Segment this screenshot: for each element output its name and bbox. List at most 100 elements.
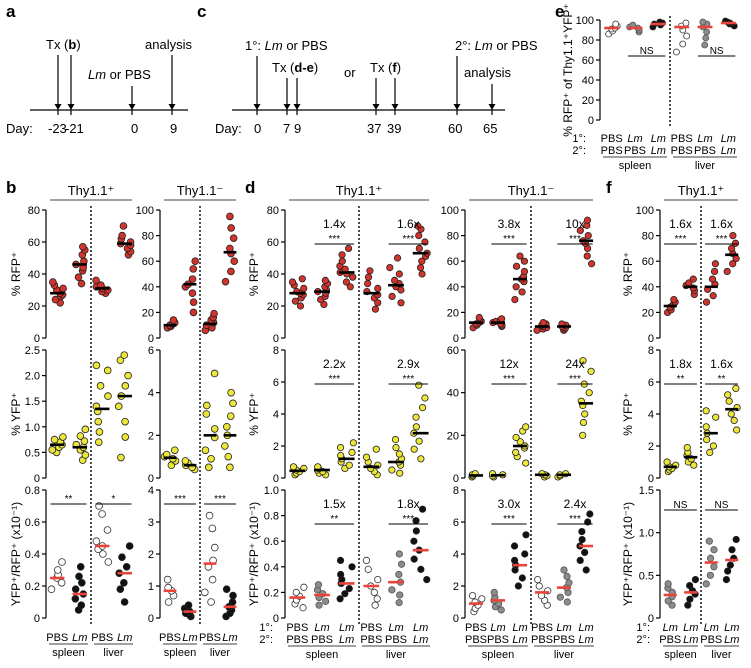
plot-d-point — [336, 595, 344, 603]
plot-f-point — [710, 546, 718, 554]
plot-d-point — [490, 588, 498, 597]
plot-b-significance: *** — [174, 494, 186, 505]
plot-d-point — [518, 288, 526, 296]
plot-b-y-tick-label: 0.2 — [25, 581, 40, 593]
plot-b-point — [188, 289, 197, 298]
plot-d-point — [337, 570, 345, 579]
plot-b-point — [227, 224, 235, 232]
plot-f-point — [690, 461, 698, 469]
tx-ref-de: d-e — [294, 60, 314, 75]
plot-f-point — [670, 295, 678, 304]
secondary-prefix: 2°: — [455, 38, 475, 53]
plot-b-y-tick-label: 100 — [136, 205, 154, 217]
category-row1: Lm — [578, 622, 593, 634]
plot-f-point — [684, 601, 692, 609]
plot-f-point — [711, 260, 720, 268]
plot-d-point — [415, 232, 423, 240]
plot-b-point — [71, 585, 80, 593]
plot-b-point — [208, 575, 217, 584]
plot-d-significance: *** — [402, 234, 414, 245]
plot-f-y-tick-label: 6 — [648, 377, 654, 389]
plot-b-point — [224, 452, 233, 461]
plot-b-point — [226, 463, 234, 472]
plot-b-point — [74, 273, 83, 282]
plot-d-point — [556, 593, 564, 601]
plot-d-y-tick-label: 8 — [453, 485, 459, 497]
plot-b-point — [116, 356, 125, 365]
plot-d-fold-change: 1.6x — [397, 217, 420, 231]
plot-d-y-tick-label: 8 — [273, 345, 279, 357]
plot-d-point — [321, 276, 329, 284]
plot-b-point — [95, 428, 104, 436]
plot-b-y-tick-label: 3 — [148, 517, 154, 529]
plot-d-point — [386, 263, 394, 272]
plot-b-y-tick-label: 80 — [142, 231, 154, 243]
plot-f-point — [712, 413, 720, 421]
organ-label-spleen: spleen — [164, 647, 196, 659]
plot-d-point — [416, 263, 425, 272]
plot-b-point — [50, 435, 59, 444]
plot-d-y-tick-label: 20 — [267, 301, 279, 313]
plot-b-point — [227, 388, 235, 397]
plot-d-y-tick-label: 0.6 — [264, 536, 279, 548]
plot-f-point — [722, 575, 731, 584]
plot-d-point — [299, 604, 307, 612]
plot-b-point — [98, 510, 106, 518]
category-row2: Lm — [339, 634, 354, 646]
plot-d-y-tick-label: 0 — [453, 333, 459, 345]
category-row1: Lm — [704, 622, 719, 634]
plot-d-point — [579, 418, 588, 427]
plot-b-y-tick-label: 2.5 — [25, 345, 40, 357]
plot-b-y-tick-label: 40 — [28, 269, 40, 281]
plot-b-point — [125, 542, 134, 550]
category-row2: PBS — [624, 145, 646, 157]
plot-b-point — [205, 511, 214, 520]
plot-d-point — [417, 565, 425, 573]
plot-d-y-tick-label: 2 — [453, 581, 459, 593]
plot-b-y-tick-label: 0.5 — [25, 447, 40, 459]
plot-d-point — [345, 461, 353, 469]
tx-suffix: ) — [314, 60, 318, 75]
category-label: Lm — [72, 632, 87, 644]
plot-d-point — [342, 278, 351, 286]
plot-f-fold-change: 1.6x — [710, 357, 733, 371]
row2-label-e: 2°: — [572, 145, 586, 157]
plot-b-y-label: % YFP⁺ — [9, 392, 23, 435]
plot-f-point — [727, 410, 735, 418]
plot-e-y-label: % RFP⁺ of Thy1.1⁺YFP⁺ — [561, 3, 575, 137]
plot-b-point — [222, 585, 231, 593]
category-row1: Lm — [512, 622, 527, 634]
tx-ref-f: f — [392, 60, 397, 75]
plot-f-point — [708, 275, 717, 283]
category-row1: Lm — [697, 133, 712, 145]
organ-label-spleen: spleen — [52, 647, 84, 659]
plot-d-point — [338, 251, 346, 259]
plot-b-point — [78, 243, 87, 251]
plot-b-y-tick-label: 20 — [28, 301, 40, 313]
timeline-a-tick-label: 0 — [131, 121, 138, 136]
plot-f-fold-change: 1.6x — [710, 217, 733, 231]
tx-prefix: Tx ( — [272, 60, 295, 75]
plot-b-point — [58, 558, 66, 566]
organ-label-spleen: spleen — [482, 649, 514, 661]
plot-b-point — [201, 446, 210, 455]
tx-prefix: Tx ( — [370, 60, 393, 75]
plot-b-point — [124, 371, 132, 380]
plot-b-point — [59, 433, 67, 441]
plot-b-point — [49, 278, 57, 286]
plot-b-point — [221, 442, 229, 450]
plot-d-point — [336, 443, 345, 452]
plot-b-point — [116, 585, 125, 593]
plot-b-y-tick-label: 4 — [148, 388, 154, 400]
plot-f-y-tick-label: 8 — [648, 345, 654, 357]
plot-d-point — [539, 319, 547, 327]
arrow-analysis-c-head — [488, 104, 496, 110]
category-row2: PBS — [601, 145, 623, 157]
plot-d-point — [292, 588, 300, 597]
arrow-lm-a-head — [128, 104, 136, 110]
plot-f-y-label: % RFP⁺ — [621, 252, 635, 296]
row1-label-e: 1°: — [572, 133, 586, 145]
plot-d-fold-change: 2.2x — [323, 357, 346, 371]
plot-d-point — [288, 278, 297, 286]
plot-f-significance: *** — [716, 234, 728, 245]
